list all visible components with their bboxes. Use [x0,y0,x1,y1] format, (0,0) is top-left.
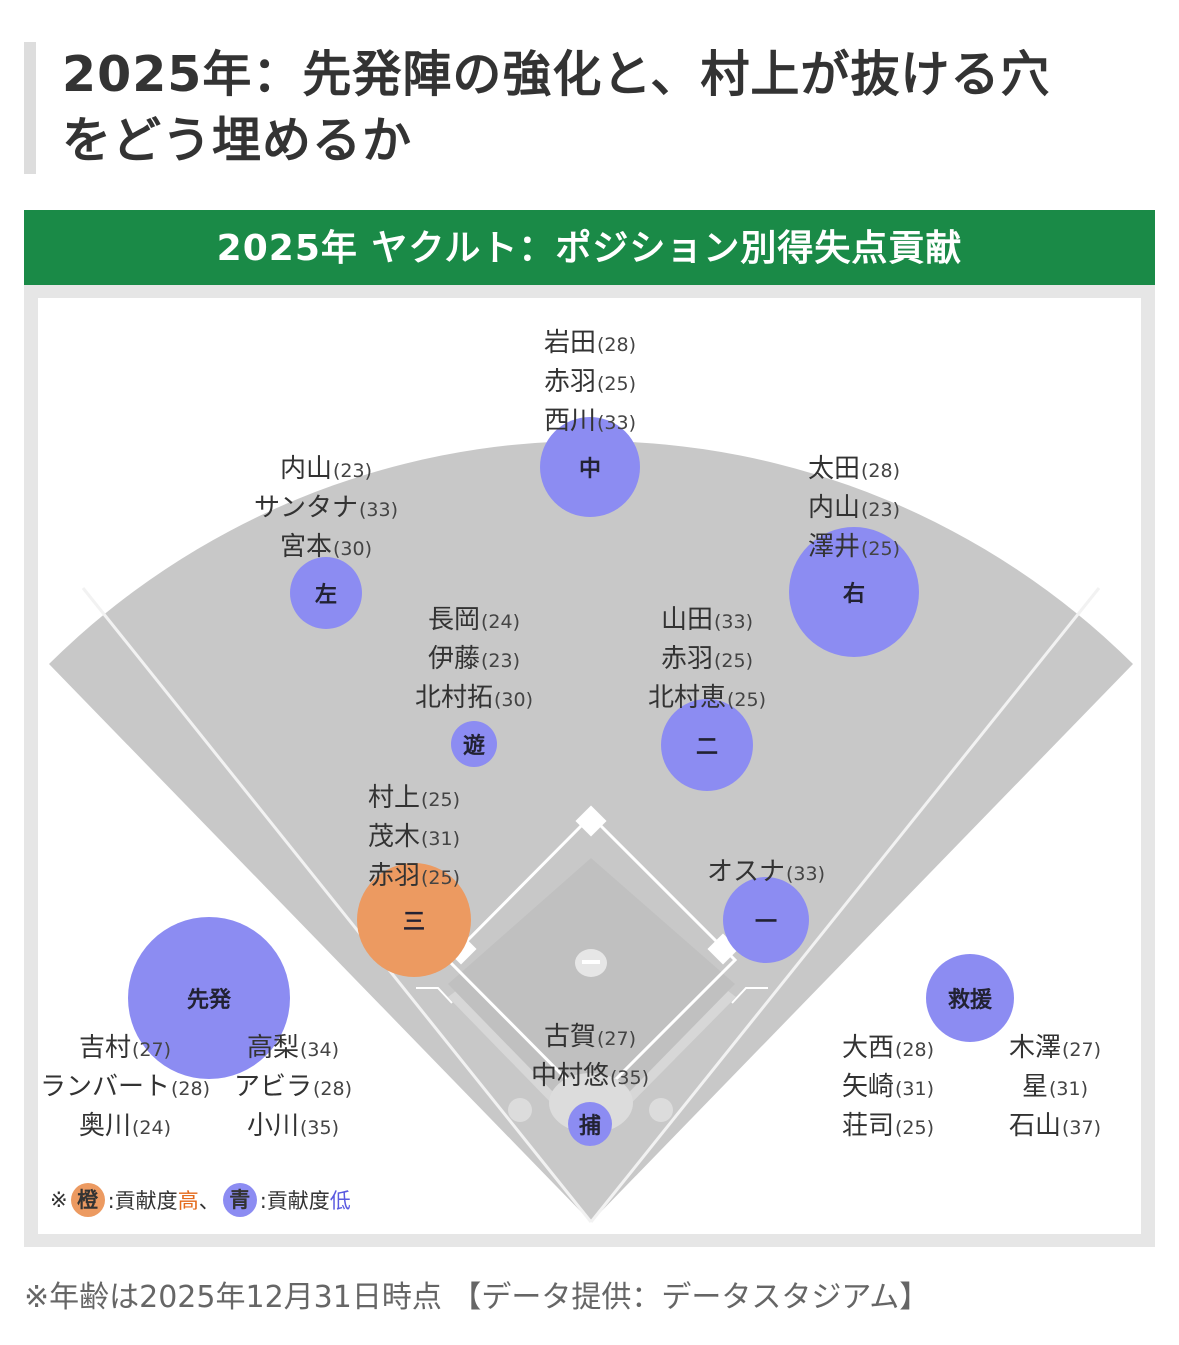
player-row: 山田(33) [660,605,754,635]
roster-center-field: 岩田(28) 赤羽(25) 西川(33) [544,325,636,442]
roster-catcher: 古賀(27) 中村悠(35) [531,1019,649,1097]
player-row: 大西(28) [841,1033,935,1063]
player-row: 矢崎(31) [841,1072,935,1102]
player-row: 赤羽(25) [367,861,461,891]
roster-second-base: 山田(33) 赤羽(25) 北村恵(25) [648,602,766,719]
article-heading: 2025年：先発陣の強化と、村上が抜ける穴 をどう埋めるか [24,42,1144,174]
player-row: 北村恵(25) [647,683,767,713]
bubble-second-base: 二 [661,699,753,791]
player-row: 中村悠(35) [530,1061,650,1091]
foul-line-right [589,587,1101,1223]
player-row: 吉村(27) [78,1033,172,1063]
legend-joiner: 、 [198,1189,220,1213]
roster-shortstop: 長岡(24) 伊藤(23) 北村拓(30) [415,602,533,719]
bubble-relief-pitchers: 救援 [926,954,1014,1042]
player-row: 太田(28) [807,454,901,484]
foul-line-left [81,587,593,1223]
player-row: 石山(37) [1008,1111,1102,1141]
coach-box-right [731,987,768,1004]
bubble-shortstop: 遊 [451,721,497,767]
player-row: ランバート(28) [39,1072,211,1102]
legend-low-swatch: 青 [222,1183,257,1217]
player-row: 西川(33) [543,406,637,436]
legend-high-swatch: 橙 [70,1183,105,1217]
bubble-center-field: 中 [540,417,640,517]
player-row: 木澤(27) [1008,1033,1102,1063]
player-row: 星(31) [1021,1072,1089,1102]
player-row: 内山(23) [279,454,373,484]
legend-low-text: :貢献度 [259,1189,330,1213]
roster-starters-left: 吉村(27) ランバート(28) 奥川(24) [40,1030,210,1147]
on-deck-circle-left [508,1098,532,1122]
roster-third-base: 村上(25) 茂木(31) 赤羽(25) [368,780,460,897]
player-row: 岩田(28) [543,328,637,358]
heading-line-1: 2025年：先発陣の強化と、村上が抜ける穴 [62,46,1051,103]
player-row: 内山(23) [807,493,901,523]
bubble-catcher: 捕 [568,1102,612,1146]
roster-relievers-right: 木澤(27) 星(31) 石山(37) [1009,1030,1101,1147]
player-row: 北村拓(30) [414,683,534,713]
bubble-starting-pitchers: 先発 [128,917,290,1079]
roster-starters-right: 高梨(34) アビラ(28) 小川(35) [234,1030,352,1147]
bubble-third-base: 三 [357,863,471,977]
figure-banner: 2025年 ヤクルト：ポジション別得失点貢献 [24,210,1155,285]
player-row: 荘司(25) [841,1111,935,1141]
coach-box-left [416,987,453,1004]
legend-low-word: 低 [329,1189,351,1213]
player-row: 伊藤(23) [427,644,521,674]
heading-line-2: をどう埋めるか [62,112,413,169]
player-row: 長岡(24) [427,605,521,635]
player-row: 赤羽(25) [543,367,637,397]
roster-right-field: 太田(28) 内山(23) 澤井(25) [808,451,900,568]
player-row: 茂木(31) [367,822,461,852]
player-row: 奥川(24) [78,1111,172,1141]
player-row: 赤羽(25) [660,644,754,674]
color-legend: ※ 橙 :貢献度 高 、 青 :貢献度 低 [50,1183,351,1217]
player-row: 澤井(25) [807,532,901,562]
player-row: 古賀(27) [543,1022,637,1052]
infield-grass [448,858,735,1131]
roster-first-base: オスナ(33) [707,854,825,893]
player-row: オスナ(33) [706,857,826,887]
bubble-first-base: 一 [723,877,809,963]
roster-left-field: 内山(23) サンタナ(33) 宮本(30) [254,451,398,568]
roster-relievers-left: 大西(28) 矢崎(31) 荘司(25) [842,1030,934,1147]
bubble-right-field: 右 [789,527,919,657]
player-row: サンタナ(33) [253,493,399,523]
player-row: アビラ(28) [233,1072,353,1102]
source-note: ※年齢は2025年12月31日時点 【データ提供：データスタジアム】 [24,1280,930,1315]
pitchers-plate [582,960,600,964]
player-row: 宮本(30) [279,532,373,562]
legend-high-word: 高 [177,1189,199,1213]
legend-prefix: ※ [50,1188,68,1212]
player-row: 村上(25) [367,783,461,813]
player-row: 高梨(34) [246,1033,340,1063]
on-deck-circle-right [649,1098,673,1122]
bubble-left-field: 左 [290,557,362,629]
legend-high-text: :貢献度 [107,1189,178,1213]
player-row: 小川(35) [246,1111,340,1141]
